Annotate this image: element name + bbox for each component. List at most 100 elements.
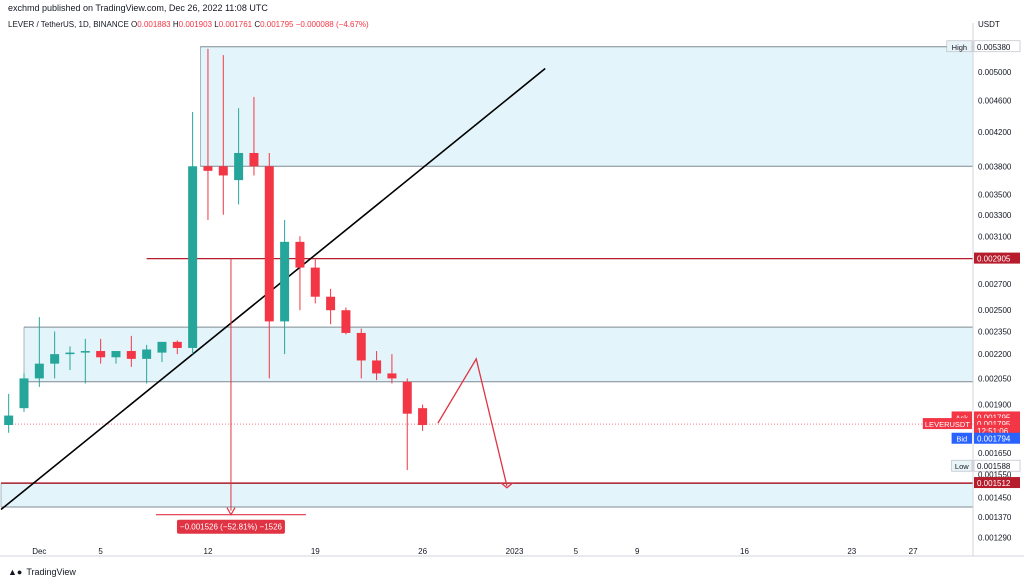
price-label-bg (974, 252, 1020, 264)
close-value: 0.001795 (260, 20, 294, 29)
price-label-value: 0.001512 (977, 479, 1011, 488)
x-tick-label: 26 (418, 547, 427, 556)
price-label-ask: 0.001795 Ask (951, 411, 1020, 423)
candle-body (188, 166, 198, 348)
candle-body (126, 351, 136, 359)
measure-label: −0.001526 (−52.81%) −1526 (176, 519, 285, 534)
price-label-name: Ask (956, 413, 969, 422)
y-tick-label: 0.003500 (978, 191, 1012, 200)
price-label-value: 12:51:06 (977, 427, 1009, 436)
publish-header: exchmd published on TradingView.com, Dec… (8, 3, 268, 13)
y-tick-label: 0.002700 (978, 280, 1012, 289)
price-label-value: 0.001588 (977, 462, 1011, 471)
price-label-bg (973, 40, 1021, 53)
price-label-name-bg (951, 432, 972, 444)
price-label-high: 0.005380 High (946, 40, 1021, 53)
high-value: 0.001903 (178, 20, 213, 29)
y-tick-label: 0.002050 (978, 374, 1012, 383)
x-tick-label: 9 (635, 547, 640, 556)
price-label-name: Bid (956, 435, 967, 444)
close-label: C (254, 20, 261, 29)
candle-body (19, 378, 29, 409)
candle-body (142, 349, 152, 359)
candle-body (218, 166, 228, 176)
x-tick-label: 5 (98, 547, 103, 556)
price-label-name: High (952, 43, 967, 52)
measure-label-text: −0.001526 (−52.81%) −1526 (180, 523, 283, 532)
tradingview-logo-icon: ▲● (8, 567, 23, 577)
price-label-bid: 0.001794 Bid (951, 432, 1020, 444)
x-tick-label: 16 (740, 547, 749, 556)
footer-brand: ▲● TradingView (8, 567, 76, 577)
y-tick-label: 0.003300 (978, 211, 1012, 220)
price-label-value: 0.001795 (977, 420, 1011, 429)
candle-body (65, 352, 75, 355)
candle-body (356, 332, 366, 361)
y-tick-label: 0.001650 (978, 449, 1012, 458)
x-tick-label: 27 (909, 547, 918, 556)
price-label-low: 0.001588 Low (951, 459, 1021, 472)
low-value: 0.001761 (218, 20, 253, 29)
candle-body (157, 341, 167, 353)
y-tick-label: 0.005000 (978, 68, 1012, 77)
projection-path (437, 357, 508, 486)
axis-layer: 0.005000 0.004600 0.004200 0.003800 0.003500… (0, 23, 1024, 557)
x-tick-label: 12 (204, 547, 213, 556)
candle-body (341, 310, 351, 333)
y-tick-label: 0.001290 (978, 534, 1012, 543)
y-tick-label: 0.003800 (978, 162, 1012, 171)
candle-body (372, 360, 382, 374)
y-tick-label: 0.004200 (978, 128, 1012, 137)
price-label-name-bg (922, 418, 972, 430)
price-label-name-bg (951, 459, 973, 472)
x-tick-label: Dec (32, 547, 46, 556)
candle-body (402, 381, 412, 414)
candle-body (326, 296, 336, 311)
price-label-mark: 0.001512 (974, 477, 1020, 489)
open-label: O (131, 20, 138, 29)
x-tick-label: 23 (847, 547, 856, 556)
price-label-value: 0.001794 (977, 435, 1011, 444)
upper-zone (200, 46, 974, 167)
price-label-name: LEVERUSDT (925, 420, 970, 429)
candle-body (111, 351, 121, 358)
currency-unit: USDT (978, 20, 1000, 29)
price-label-value: 0.002905 (977, 255, 1011, 264)
price-label-mark: 0.002905 (974, 252, 1020, 264)
candle-body (203, 166, 213, 171)
x-tick-label: 19 (311, 547, 320, 556)
candle-body (418, 408, 428, 426)
low-label: L (214, 20, 219, 29)
x-tick-label: 5 (574, 547, 579, 556)
price-label-value: 0.005380 (977, 43, 1011, 52)
y-tick-label: 0.001900 (978, 401, 1012, 410)
price-label-layer: −0.001526 (−52.81%) −15260.005380High0.0… (176, 40, 1021, 534)
candle-body (387, 373, 397, 379)
open-value: 0.001883 (137, 20, 171, 29)
y-tick-label: 0.003100 (978, 232, 1012, 241)
price-label-bg (974, 477, 1020, 489)
symbol-line: LEVER / TetherUS, 1D, BINANCE (8, 20, 129, 29)
candle-body (34, 363, 44, 379)
zone-layer (0, 46, 974, 508)
candle-body (4, 415, 14, 426)
price-label-countdown: 12:51:06 (974, 424, 1020, 436)
candle-body (264, 166, 274, 322)
price-label-bg (974, 424, 1020, 436)
y-tick-label: 0.001370 (978, 513, 1012, 522)
change-value: −0.000088 (−4.67%) (295, 20, 369, 29)
candle-body (249, 152, 259, 167)
candle-body (234, 152, 244, 181)
measure-label-bg (176, 519, 285, 534)
high-label: H (172, 20, 179, 29)
candle-body (310, 267, 320, 297)
y-tick-label: 0.001550 (978, 471, 1012, 480)
x-tick-label: 2023 (506, 547, 524, 556)
price-label-name: Low (955, 462, 969, 471)
price-label-bg (973, 459, 1021, 472)
candle-body (96, 351, 106, 358)
price-label-bg (974, 418, 1020, 430)
price-label-current: 0.001795 LEVERUSDT (922, 418, 1020, 430)
symbol-ohlc-legend: LEVER / TetherUS, 1D, BINANCE O0.001883 … (8, 20, 369, 29)
